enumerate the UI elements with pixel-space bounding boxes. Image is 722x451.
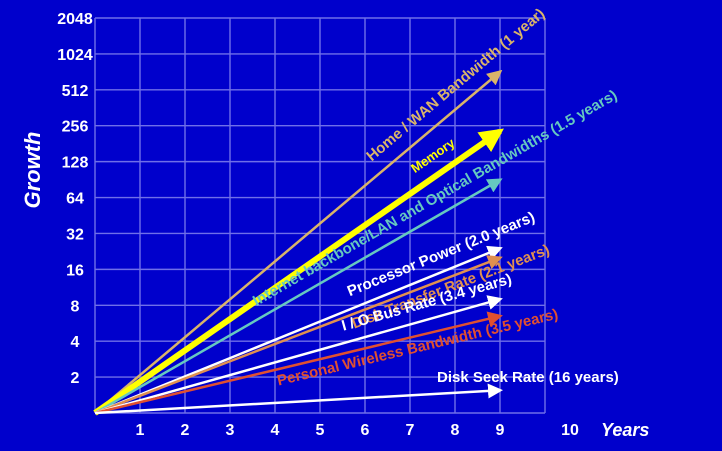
y-tick-label: 128 — [62, 155, 89, 172]
series-line — [94, 311, 503, 415]
series-line — [93, 128, 504, 416]
x-tick-label: 8 — [451, 422, 460, 439]
tick-labels: 2 4 8 16 32 64 128 256 512 1024 2048 1 2 3 4 5 6 7 8 9 10 — [57, 11, 579, 439]
x-tick-label: 7 — [406, 422, 415, 439]
grid — [94, 17, 546, 414]
y-tick-label: 32 — [66, 226, 84, 243]
y-tick-label: 2048 — [57, 11, 93, 28]
y-tick-label: 64 — [66, 191, 84, 208]
y-tick-label: 512 — [62, 83, 89, 100]
x-tick-label: 4 — [271, 422, 280, 439]
series-label: Memory — [408, 135, 458, 176]
y-tick-label: 8 — [71, 298, 80, 315]
y-tick-label: 4 — [71, 334, 80, 351]
series-line — [94, 69, 503, 414]
y-tick-label: 1024 — [57, 47, 93, 64]
x-tick-label: 6 — [361, 422, 370, 439]
series-line — [94, 178, 503, 415]
x-tick-label: 5 — [316, 422, 325, 439]
series-line — [94, 383, 503, 415]
y-tick-label: 256 — [62, 119, 89, 136]
x-tick-label: 9 — [496, 422, 505, 439]
y-tick-label: 16 — [66, 262, 84, 279]
series-label: Disk Seek Rate (16 years) — [437, 369, 619, 386]
series-lines — [93, 69, 504, 416]
series-line — [94, 255, 503, 415]
x-tick-label: 1 — [136, 422, 145, 439]
x-tick-label: 10 — [561, 422, 579, 439]
x-tick-label: 3 — [226, 422, 235, 439]
y-tick-label: 2 — [71, 370, 80, 387]
series-line — [94, 245, 503, 415]
x-tick-label: 2 — [181, 422, 190, 439]
y-axis-label: Growth — [20, 132, 45, 209]
x-axis-label: Years — [601, 420, 649, 440]
series-line — [94, 295, 503, 415]
